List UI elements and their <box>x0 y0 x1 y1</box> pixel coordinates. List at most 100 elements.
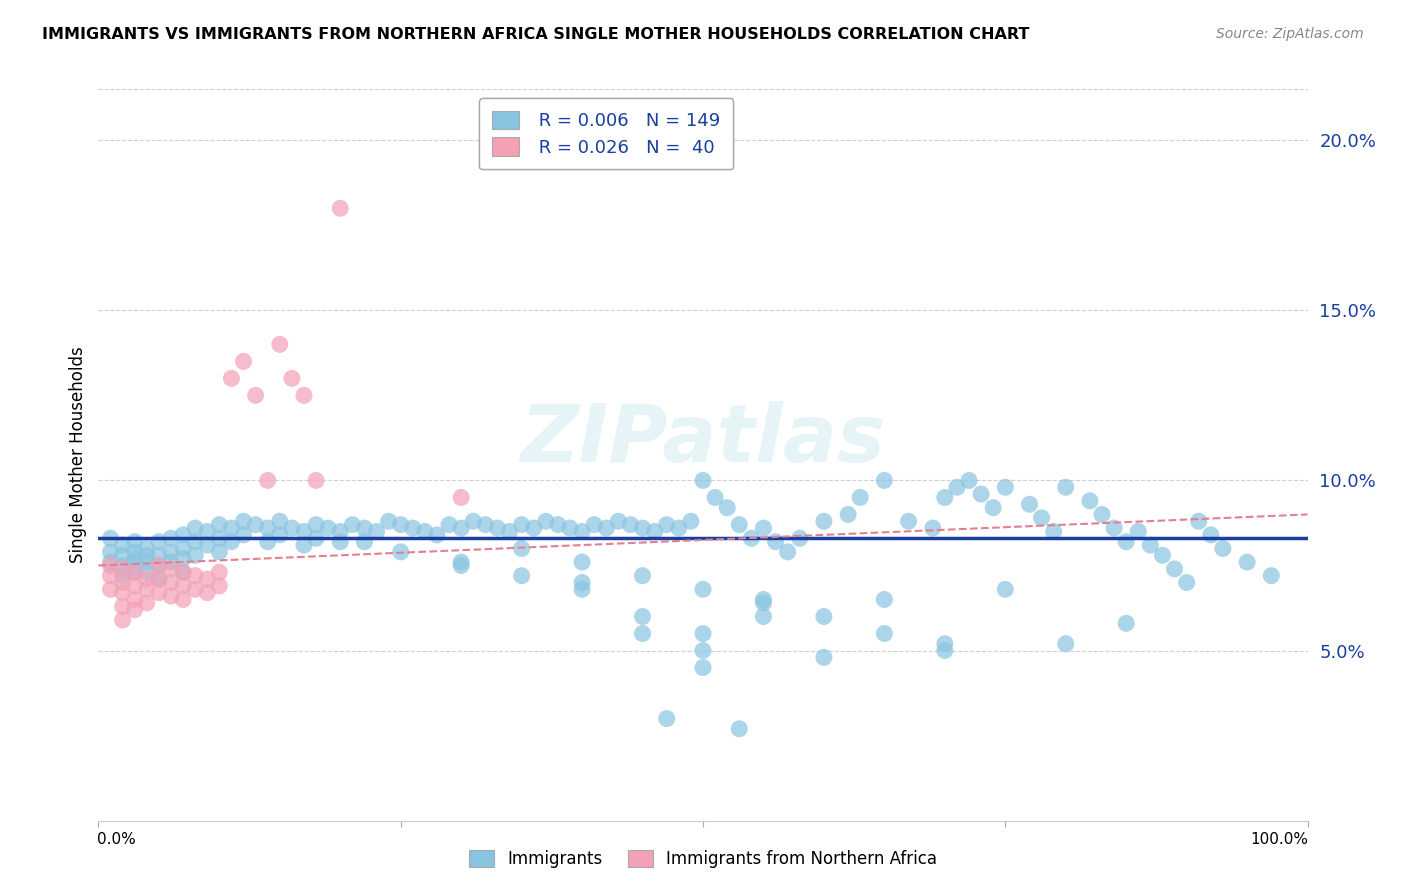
Point <box>100 582 122 597</box>
Point <box>269 337 291 351</box>
Point <box>195 524 218 539</box>
Point <box>631 609 654 624</box>
Point <box>195 585 218 599</box>
Point <box>184 568 207 582</box>
Point <box>813 514 835 528</box>
Point <box>100 555 122 569</box>
Point <box>160 545 183 559</box>
Point <box>510 568 533 582</box>
Point <box>1078 493 1101 508</box>
Point <box>728 722 751 736</box>
Point <box>342 517 364 532</box>
Point <box>329 534 352 549</box>
Point <box>160 555 183 569</box>
Point <box>256 534 278 549</box>
Point <box>450 491 472 505</box>
Point <box>184 549 207 563</box>
Point <box>160 575 183 590</box>
Point <box>607 514 630 528</box>
Point <box>269 528 291 542</box>
Point <box>571 575 593 590</box>
Point <box>221 534 243 549</box>
Point <box>245 517 267 532</box>
Point <box>813 650 835 665</box>
Point <box>305 531 328 545</box>
Point <box>437 517 460 532</box>
Point <box>100 568 122 582</box>
Point <box>1128 524 1150 539</box>
Point <box>148 558 170 573</box>
Point <box>692 626 714 640</box>
Point <box>135 541 157 556</box>
Point <box>195 572 218 586</box>
Point <box>111 613 134 627</box>
Point <box>921 521 943 535</box>
Point <box>873 474 896 488</box>
Point <box>389 517 412 532</box>
Point <box>148 585 170 599</box>
Point <box>100 558 122 573</box>
Point <box>124 545 146 559</box>
Point <box>172 592 194 607</box>
Point <box>510 541 533 556</box>
Point <box>111 549 134 563</box>
Point <box>752 521 775 535</box>
Point <box>389 545 412 559</box>
Point <box>994 582 1017 597</box>
Point <box>595 521 617 535</box>
Point <box>813 609 835 624</box>
Point <box>172 566 194 580</box>
Point <box>631 521 654 535</box>
Point <box>571 524 593 539</box>
Point <box>450 521 472 535</box>
Point <box>111 558 134 573</box>
Point <box>1115 616 1137 631</box>
Point <box>655 712 678 726</box>
Point <box>510 517 533 532</box>
Point <box>450 555 472 569</box>
Point <box>571 555 593 569</box>
Point <box>558 521 581 535</box>
Point <box>571 582 593 597</box>
Point <box>292 524 315 539</box>
Point <box>957 474 980 488</box>
Point <box>124 551 146 566</box>
Point <box>740 531 762 545</box>
Point <box>124 579 146 593</box>
Point <box>111 538 134 552</box>
Text: 0.0%: 0.0% <box>97 831 136 847</box>
Point <box>124 592 146 607</box>
Point <box>534 514 557 528</box>
Point <box>463 514 485 528</box>
Point <box>353 521 375 535</box>
Point <box>1102 521 1125 535</box>
Point <box>111 575 134 590</box>
Point <box>184 521 207 535</box>
Point <box>256 521 278 535</box>
Point <box>232 514 254 528</box>
Point <box>934 643 956 657</box>
Point <box>655 517 678 532</box>
Point <box>789 531 811 545</box>
Point <box>1139 538 1161 552</box>
Point <box>148 572 170 586</box>
Point <box>704 491 727 505</box>
Point <box>644 524 666 539</box>
Point <box>849 491 872 505</box>
Point <box>148 558 170 573</box>
Point <box>148 549 170 563</box>
Point <box>111 568 134 582</box>
Point <box>160 531 183 545</box>
Point <box>172 541 194 556</box>
Point <box>1199 528 1222 542</box>
Point <box>994 480 1017 494</box>
Point <box>172 551 194 566</box>
Point <box>172 528 194 542</box>
Point <box>124 603 146 617</box>
Point <box>208 531 231 545</box>
Point <box>184 534 207 549</box>
Point <box>752 596 775 610</box>
Point <box>1091 508 1114 522</box>
Point <box>619 517 641 532</box>
Point <box>837 508 859 522</box>
